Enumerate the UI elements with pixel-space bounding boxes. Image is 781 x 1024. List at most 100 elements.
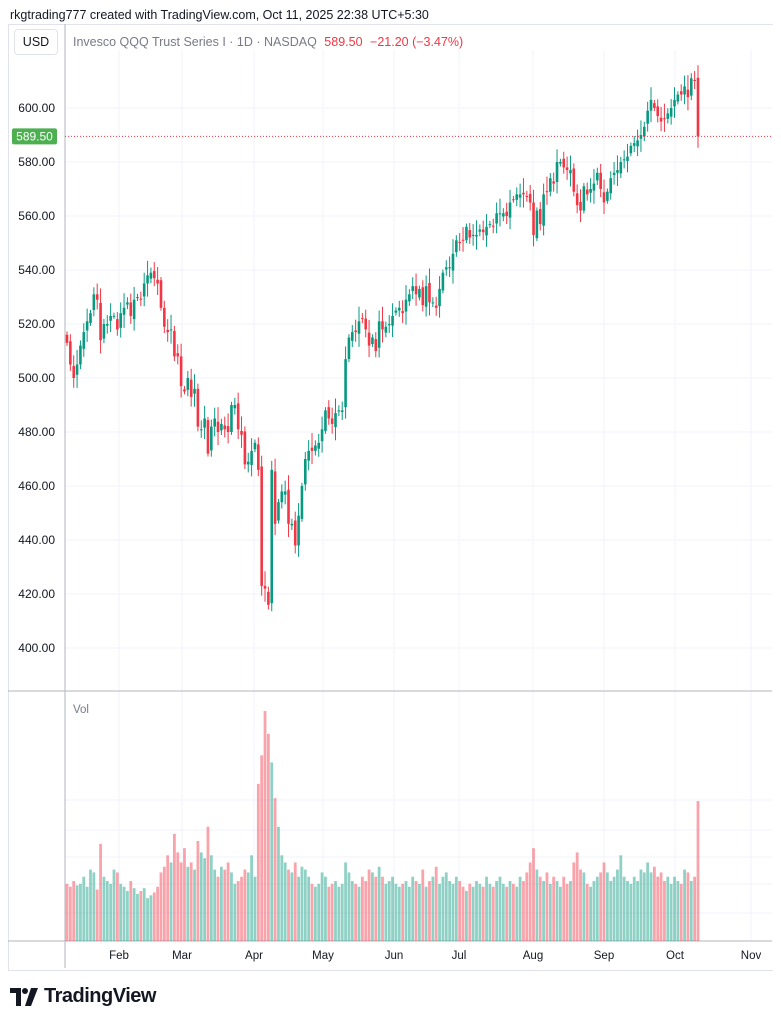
candle-body (230, 405, 233, 432)
candle-body (293, 520, 297, 546)
volume-bar (448, 881, 452, 941)
candle-body (401, 311, 404, 314)
time-tick-label: May (312, 950, 334, 962)
volume-bar (132, 888, 136, 941)
tradingview-logo[interactable]: TradingView (10, 985, 156, 1008)
candle-body (246, 461, 250, 465)
volume-bar (407, 886, 411, 941)
candle-body (656, 106, 660, 117)
candle-body (606, 191, 609, 201)
volume-bar (454, 876, 458, 941)
volume-bar (488, 883, 492, 941)
candle-body (149, 272, 153, 279)
candle-body (290, 523, 294, 526)
candle-body (260, 466, 263, 586)
volume-bar (491, 886, 495, 941)
candle-body (381, 321, 384, 330)
candle-body (431, 302, 435, 304)
candle-body (404, 299, 408, 312)
volume-bar (538, 876, 542, 941)
volume-bar (669, 883, 673, 941)
volume-bar (381, 876, 384, 941)
currency-button[interactable]: USD (14, 29, 58, 55)
volume-bar (330, 883, 334, 941)
candle-body (391, 315, 394, 326)
candle-body (397, 307, 401, 311)
candle-body (287, 489, 290, 524)
volume-bar (411, 876, 415, 941)
volume-bar (226, 862, 230, 941)
candle-body (475, 234, 478, 237)
candle-body (639, 135, 643, 139)
candle-body (374, 339, 378, 351)
candle-body (226, 426, 230, 432)
price-tick-label: 580.00 (18, 155, 55, 169)
volume-bar (169, 862, 173, 941)
candle-body (542, 194, 545, 226)
candle-body (535, 210, 539, 239)
chart-frame (8, 24, 773, 971)
volume-bar (387, 881, 391, 941)
volume-pane-label: Vol (73, 704, 89, 716)
volume-bar (622, 876, 626, 941)
volume-bar (196, 841, 200, 941)
time-tick-label: Mar (172, 950, 192, 962)
candle-body (575, 193, 579, 206)
candle-body (280, 491, 284, 503)
candle-body (233, 405, 237, 409)
candle-body (572, 168, 576, 192)
price-tick-label: 500.00 (18, 371, 55, 385)
candle-body (136, 297, 139, 299)
volume-bar (374, 876, 378, 941)
volume-bar (303, 869, 307, 941)
candle-body (152, 271, 156, 279)
volume-bar (592, 881, 596, 941)
volume-bar (173, 833, 176, 941)
volume-bar (166, 855, 170, 941)
candle-body (213, 418, 216, 427)
volume-bar (327, 886, 331, 941)
candle-body (314, 445, 317, 451)
candle-body (673, 99, 676, 107)
candle-body (166, 329, 169, 333)
last-price: 589.50 (324, 35, 363, 49)
time-tick-label: Jul (452, 950, 467, 962)
volume-bar (162, 866, 166, 941)
volume-bar (498, 876, 502, 941)
volume-bar (652, 866, 656, 941)
candle-body (632, 143, 636, 146)
volume-bar (404, 881, 408, 941)
volume-bar (666, 876, 670, 941)
candle-body (408, 294, 411, 302)
candle-body (129, 302, 133, 316)
candle-body (156, 279, 159, 284)
volume-bar (85, 886, 89, 941)
candle-body (112, 315, 116, 317)
candle-body (538, 208, 542, 225)
volume-bar (146, 898, 149, 941)
volume-bar (461, 886, 465, 941)
candle-body (622, 159, 626, 161)
volume-bar (528, 862, 532, 941)
price-tick-label: 560.00 (18, 209, 55, 223)
candle-body (126, 302, 129, 305)
volume-bar (676, 881, 680, 941)
volume-bar (82, 876, 86, 941)
volume-bar (142, 888, 146, 941)
volume-bar (575, 852, 579, 941)
candle-body (616, 170, 619, 173)
volume-bar (340, 883, 344, 941)
candle-body (317, 442, 321, 449)
volume-bar (414, 881, 418, 941)
volume-bar (297, 876, 300, 941)
candle-body (297, 515, 300, 546)
candle-body (686, 89, 690, 98)
candles (65, 65, 700, 612)
volume-bar (401, 883, 405, 941)
volume-bar (572, 862, 576, 941)
volume-bar (179, 862, 183, 941)
price-tick-label: 400.00 (18, 641, 55, 655)
candle-body (300, 486, 304, 519)
candle-body (243, 431, 247, 465)
